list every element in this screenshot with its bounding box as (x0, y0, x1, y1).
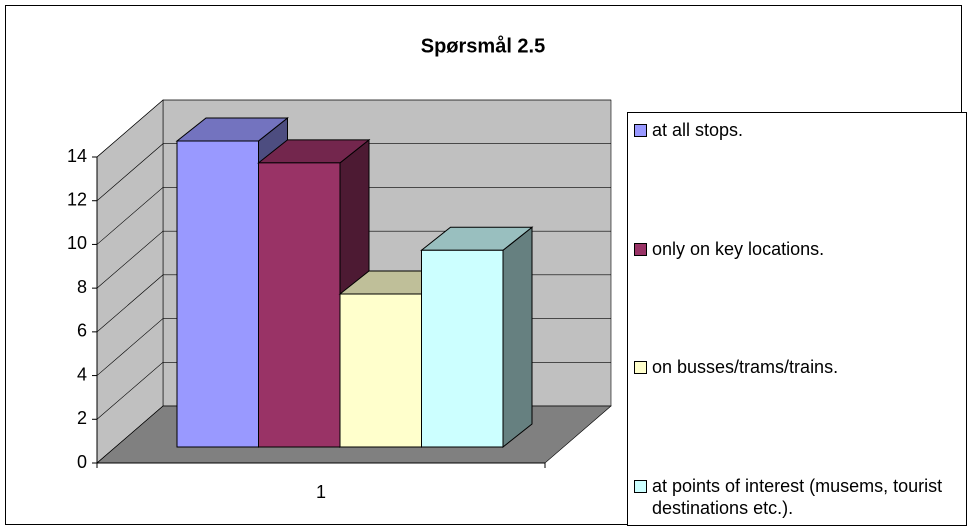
legend: at all stops. only on key locations. on bu… (627, 112, 967, 526)
legend-label: only on key locations. (652, 238, 825, 259)
y-tick-label: 14 (67, 146, 87, 166)
y-tick-label: 8 (77, 277, 87, 297)
y-tick-label: 10 (67, 233, 87, 253)
legend-entry: only on key locations. (634, 238, 966, 260)
bar (339, 293, 422, 448)
legend-swatch (634, 361, 647, 375)
legend-label: at points of interest (musems, tourist d… (652, 475, 943, 518)
grid-line (96, 99, 611, 158)
legend-label: on busses/trams/trains. (652, 357, 839, 378)
grid-line (96, 187, 611, 245)
bar (421, 249, 504, 448)
grid-line (96, 143, 611, 201)
y-tick-label: 2 (77, 408, 87, 428)
legend-swatch (634, 479, 647, 493)
legend-entry: at all stops. (634, 119, 966, 141)
y-tick-label: 0 (77, 452, 87, 472)
legend-swatch (634, 242, 647, 256)
chart-title: Spørsmål 2.5 (421, 34, 546, 57)
legend-entry: on busses/trams/trains. (634, 356, 966, 378)
legend-swatch (634, 124, 647, 137)
side-wall (96, 99, 164, 464)
legend-label: at all stops. (652, 120, 744, 140)
x-tick-label: 1 (316, 482, 326, 502)
bar (258, 162, 341, 448)
y-tick-label: 12 (67, 189, 87, 209)
y-tick-label: 4 (77, 364, 87, 384)
y-tick-label: 6 (77, 321, 87, 341)
bar (176, 140, 259, 448)
bar-side (502, 226, 533, 449)
legend-entry: at points of interest (musems, tourist d… (634, 475, 966, 519)
